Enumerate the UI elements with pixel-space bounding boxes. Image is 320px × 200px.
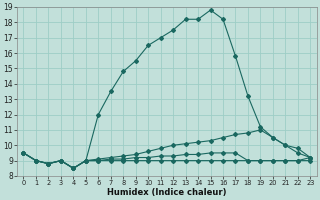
X-axis label: Humidex (Indice chaleur): Humidex (Indice chaleur)	[107, 188, 227, 197]
